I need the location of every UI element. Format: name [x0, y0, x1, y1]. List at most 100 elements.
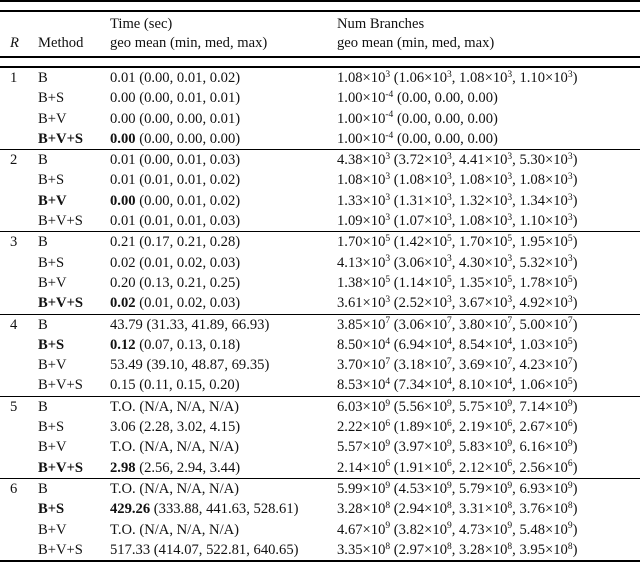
r-value: [10, 437, 38, 457]
row-group-r4: 4 B 43.79 (31.33, 41.89, 66.93) 3.85×107…: [0, 313, 640, 396]
time-cell: 0.00 (0.00, 0.00, 0.00): [110, 129, 337, 149]
time-cell: 0.20 (0.13, 0.21, 0.25): [110, 273, 337, 293]
time-range: (0.00, 0.00, 0.01): [139, 110, 241, 127]
time-geo-mean: 517.33: [110, 541, 151, 558]
method-label: B: [38, 480, 48, 497]
time-geo-mean: 0.00: [110, 110, 136, 127]
table-row: 5 B T.O. (N/A, N/A, N/A) 6.03×109 (5.56×…: [0, 397, 640, 417]
method-label: B+V+S: [38, 459, 84, 476]
method-label: B+S: [38, 336, 65, 353]
method-label: B+V+S: [38, 377, 83, 394]
time-geo-mean: T.O.: [110, 521, 136, 538]
time-range: (0.01, 0.02, 0.03): [139, 295, 241, 312]
method-label: B: [38, 70, 48, 86]
table-row: B+V+S 0.00 (0.00, 0.00, 0.00) 1.00×10-4 …: [0, 129, 640, 149]
table-row: B+S 0.02 (0.01, 0.02, 0.03) 4.13×103 (3.…: [0, 253, 640, 273]
method-label: B+S: [38, 419, 65, 436]
branches-cell: 3.85×107 (3.06×107, 3.80×107, 5.00×107): [337, 316, 578, 333]
time-range: (0.00, 0.01, 0.02): [139, 192, 241, 209]
time-cell: 0.12 (0.07, 0.13, 0.18): [110, 335, 337, 355]
r-value: 3: [10, 234, 18, 251]
table-row: B+V 0.00 (0.00, 0.01, 0.02) 1.33×103 (1.…: [0, 191, 640, 211]
time-geo-mean: 0.01: [110, 213, 136, 230]
method-label: B+V: [38, 521, 67, 538]
method-label: B: [38, 398, 48, 415]
time-cell: 429.26 (333.88, 441.63, 528.61): [110, 499, 337, 519]
time-geo-mean: 0.15: [110, 377, 136, 394]
time-geo-mean: 0.01: [110, 172, 136, 189]
r-value: [10, 540, 38, 560]
r-value: 2: [10, 152, 18, 169]
time-range: (0.00, 0.01, 0.03): [139, 152, 241, 169]
method-label: B+V: [38, 439, 67, 456]
time-cell: 0.21 (0.17, 0.21, 0.28): [110, 232, 337, 252]
table-row: B+S 429.26 (333.88, 441.63, 528.61) 3.28…: [0, 499, 640, 519]
method-label: B+S: [38, 172, 65, 189]
header-time-subtitle: geo mean (min, med, max): [110, 35, 268, 51]
time-geo-mean: T.O.: [110, 398, 136, 415]
branches-cell: 5.57×109 (3.97×109, 5.83×109, 6.16×109): [337, 439, 578, 456]
r-value: [10, 355, 38, 375]
branches-cell: 8.50×104 (6.94×104, 8.54×104, 1.03×105): [337, 336, 578, 353]
branches-cell: 2.14×106 (1.91×106, 2.12×106, 2.56×106): [337, 459, 578, 476]
row-group-r5: 5 B T.O. (N/A, N/A, N/A) 6.03×109 (5.56×…: [0, 395, 640, 478]
table-row: B+V+S 0.01 (0.01, 0.01, 0.03) 1.09×103 (…: [0, 211, 640, 231]
time-geo-mean: 0.02: [110, 254, 136, 271]
time-cell: 0.00 (0.00, 0.01, 0.02): [110, 191, 337, 211]
table-row: 3 B 0.21 (0.17, 0.21, 0.28) 1.70×105 (1.…: [0, 232, 640, 252]
table-header-rule: [0, 56, 640, 68]
table-row: 6 B T.O. (N/A, N/A, N/A) 5.99×109 (4.53×…: [0, 479, 640, 499]
branches-cell: 1.00×10-4 (0.00, 0.00, 0.00): [337, 90, 498, 107]
time-geo-mean: 0.01: [110, 70, 136, 86]
r-value: [10, 253, 38, 273]
time-cell: T.O. (N/A, N/A, N/A): [110, 397, 337, 417]
time-range: (0.07, 0.13, 0.18): [139, 336, 241, 353]
row-group-r1: 1 B 0.01 (0.00, 0.01, 0.02) 1.08×103 (1.…: [0, 68, 640, 149]
time-range: (0.00, 0.00, 0.00): [139, 130, 241, 147]
r-value: [10, 191, 38, 211]
table-row: 2 B 0.01 (0.00, 0.01, 0.03) 4.38×103 (3.…: [0, 150, 640, 170]
table-row: B+V+S 0.15 (0.11, 0.15, 0.20) 8.53×104 (…: [0, 375, 640, 395]
table-row: B+S 3.06 (2.28, 3.02, 4.15) 2.22×106 (1.…: [0, 417, 640, 437]
r-value: [10, 458, 38, 478]
time-geo-mean: 3.06: [110, 419, 136, 436]
method-label: B+V: [38, 110, 67, 127]
table-row: B+V T.O. (N/A, N/A, N/A) 5.57×109 (3.97×…: [0, 437, 640, 457]
branches-cell: 3.28×108 (2.94×108, 3.31×108, 3.76×108): [337, 501, 578, 518]
time-geo-mean: 0.00: [110, 90, 136, 107]
branches-cell: 3.35×108 (2.97×108, 3.28×108, 3.95×108): [337, 541, 578, 558]
row-group-r3: 3 B 0.21 (0.17, 0.21, 0.28) 1.70×105 (1.…: [0, 231, 640, 313]
time-geo-mean: 0.00: [110, 192, 136, 209]
header-branches: Num Branches geo mean (min, med, max): [337, 15, 638, 53]
branches-cell: 1.38×105 (1.14×105, 1.35×105, 1.78×105): [337, 274, 578, 291]
header-time: Time (sec) geo mean (min, med, max): [110, 15, 337, 53]
method-label: B+S: [38, 90, 65, 107]
row-group-r6: 6 B T.O. (N/A, N/A, N/A) 5.99×109 (4.53×…: [0, 477, 640, 560]
table-row: 4 B 43.79 (31.33, 41.89, 66.93) 3.85×107…: [0, 315, 640, 335]
table-top-rule: [0, 0, 640, 12]
time-cell: T.O. (N/A, N/A, N/A): [110, 479, 337, 499]
branches-cell: 4.38×103 (3.72×103, 4.41×103, 5.30×103): [337, 151, 578, 169]
branches-cell: 1.08×103 (1.06×103, 1.08×103, 1.10×103): [337, 69, 578, 86]
time-range: (2.56, 2.94, 3.44): [139, 459, 241, 476]
method-label: B+V+S: [38, 213, 83, 230]
time-range: (0.00, 0.01, 0.01): [139, 90, 241, 107]
time-cell: 0.02 (0.01, 0.02, 0.03): [110, 293, 337, 313]
r-value: 1: [10, 70, 18, 86]
table-row: B+V 53.49 (39.10, 48.87, 69.35) 3.70×107…: [0, 355, 640, 375]
time-range: (0.13, 0.21, 0.25): [139, 274, 241, 291]
time-range: (333.88, 441.63, 528.61): [153, 501, 299, 518]
r-value: [10, 170, 38, 190]
time-geo-mean: 0.20: [110, 274, 136, 291]
branches-cell: 8.53×104 (7.34×104, 8.10×104, 1.06×105): [337, 377, 578, 394]
time-geo-mean: 0.12: [110, 336, 136, 353]
header-branches-title: Num Branches: [337, 16, 425, 32]
time-geo-mean: 0.01: [110, 152, 136, 169]
time-cell: 0.15 (0.11, 0.15, 0.20): [110, 375, 337, 395]
time-geo-mean: 0.21: [110, 234, 136, 251]
time-range: (0.11, 0.15, 0.20): [139, 377, 240, 394]
r-value: 4: [10, 316, 18, 333]
time-range: (2.28, 3.02, 4.15): [139, 419, 241, 436]
branches-cell: 1.08×103 (1.08×103, 1.08×103, 1.08×103): [337, 172, 578, 189]
r-value: [10, 88, 38, 108]
